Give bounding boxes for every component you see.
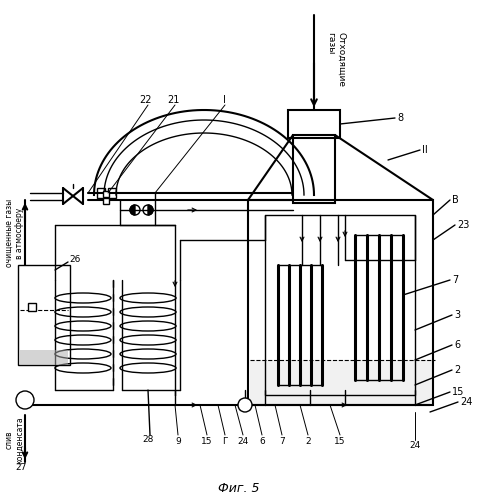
Bar xyxy=(97,188,105,198)
Text: 24: 24 xyxy=(238,436,249,446)
Circle shape xyxy=(238,398,252,412)
Bar xyxy=(18,265,70,365)
Text: 28: 28 xyxy=(142,436,154,444)
Wedge shape xyxy=(148,205,153,215)
Text: I: I xyxy=(223,95,226,105)
Text: 15: 15 xyxy=(452,387,464,397)
Text: 23: 23 xyxy=(457,220,469,230)
Text: Фиг. 5: Фиг. 5 xyxy=(218,482,260,494)
Text: 2: 2 xyxy=(454,365,460,375)
Text: 24: 24 xyxy=(460,397,472,407)
Text: B: B xyxy=(452,195,459,205)
Text: 7: 7 xyxy=(279,436,285,446)
Text: 7: 7 xyxy=(452,275,458,285)
Text: 9: 9 xyxy=(175,436,181,446)
Text: II: II xyxy=(422,145,428,155)
Text: 3: 3 xyxy=(454,310,460,320)
Text: 27: 27 xyxy=(15,464,26,472)
Text: 6: 6 xyxy=(259,436,265,446)
Bar xyxy=(108,188,116,198)
Text: 24: 24 xyxy=(409,442,421,450)
Text: 21: 21 xyxy=(167,95,179,105)
Text: 15: 15 xyxy=(201,436,213,446)
Wedge shape xyxy=(130,205,135,215)
Text: слив
конденсата: слив конденсата xyxy=(4,416,24,464)
Bar xyxy=(250,360,433,405)
Text: 6: 6 xyxy=(454,340,460,350)
Bar xyxy=(288,110,340,138)
Text: 26: 26 xyxy=(69,256,80,264)
Text: 15: 15 xyxy=(334,436,346,446)
Text: Отходящие
газы: Отходящие газы xyxy=(326,32,346,88)
Bar xyxy=(265,215,415,395)
Bar xyxy=(103,191,109,197)
Circle shape xyxy=(16,391,34,409)
Text: 8: 8 xyxy=(397,113,403,123)
Text: 2: 2 xyxy=(305,436,311,446)
Text: Г: Г xyxy=(222,436,228,446)
Text: очищенные газы
в атмосферу: очищенные газы в атмосферу xyxy=(4,199,24,267)
Bar xyxy=(248,200,433,405)
Bar xyxy=(28,303,36,311)
Text: 22: 22 xyxy=(140,95,152,105)
Bar xyxy=(293,135,335,203)
Bar xyxy=(20,350,68,365)
Bar xyxy=(103,198,109,204)
